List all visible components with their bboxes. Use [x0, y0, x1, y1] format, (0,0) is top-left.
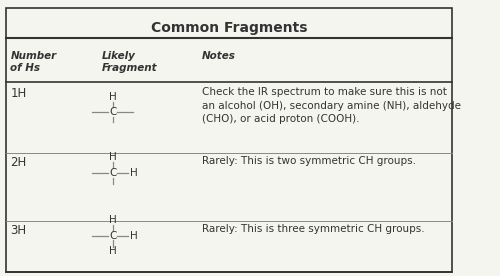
Text: Number
of Hs: Number of Hs — [10, 51, 56, 73]
Text: H: H — [130, 168, 138, 178]
Text: Rarely: This is three symmetric CH groups.: Rarely: This is three symmetric CH group… — [202, 224, 424, 234]
Text: 1H: 1H — [10, 87, 26, 100]
Text: Rarely: This is two symmetric CH groups.: Rarely: This is two symmetric CH groups. — [202, 156, 416, 166]
Text: C: C — [109, 168, 116, 178]
Text: C: C — [109, 107, 116, 117]
Text: 3H: 3H — [10, 224, 26, 237]
Text: H: H — [109, 152, 117, 162]
Text: Check the IR spectrum to make sure this is not
an alcohol (OH), secondary amine : Check the IR spectrum to make sure this … — [202, 87, 460, 124]
Text: H: H — [130, 231, 138, 241]
Text: H: H — [109, 92, 117, 102]
Text: Likely
Fragment: Likely Fragment — [102, 51, 157, 73]
Text: H: H — [109, 246, 117, 256]
Text: Common Fragments: Common Fragments — [151, 20, 307, 34]
Text: C: C — [109, 231, 116, 241]
Text: Notes: Notes — [202, 51, 235, 60]
Text: 2H: 2H — [10, 156, 26, 169]
Text: H: H — [109, 215, 117, 225]
